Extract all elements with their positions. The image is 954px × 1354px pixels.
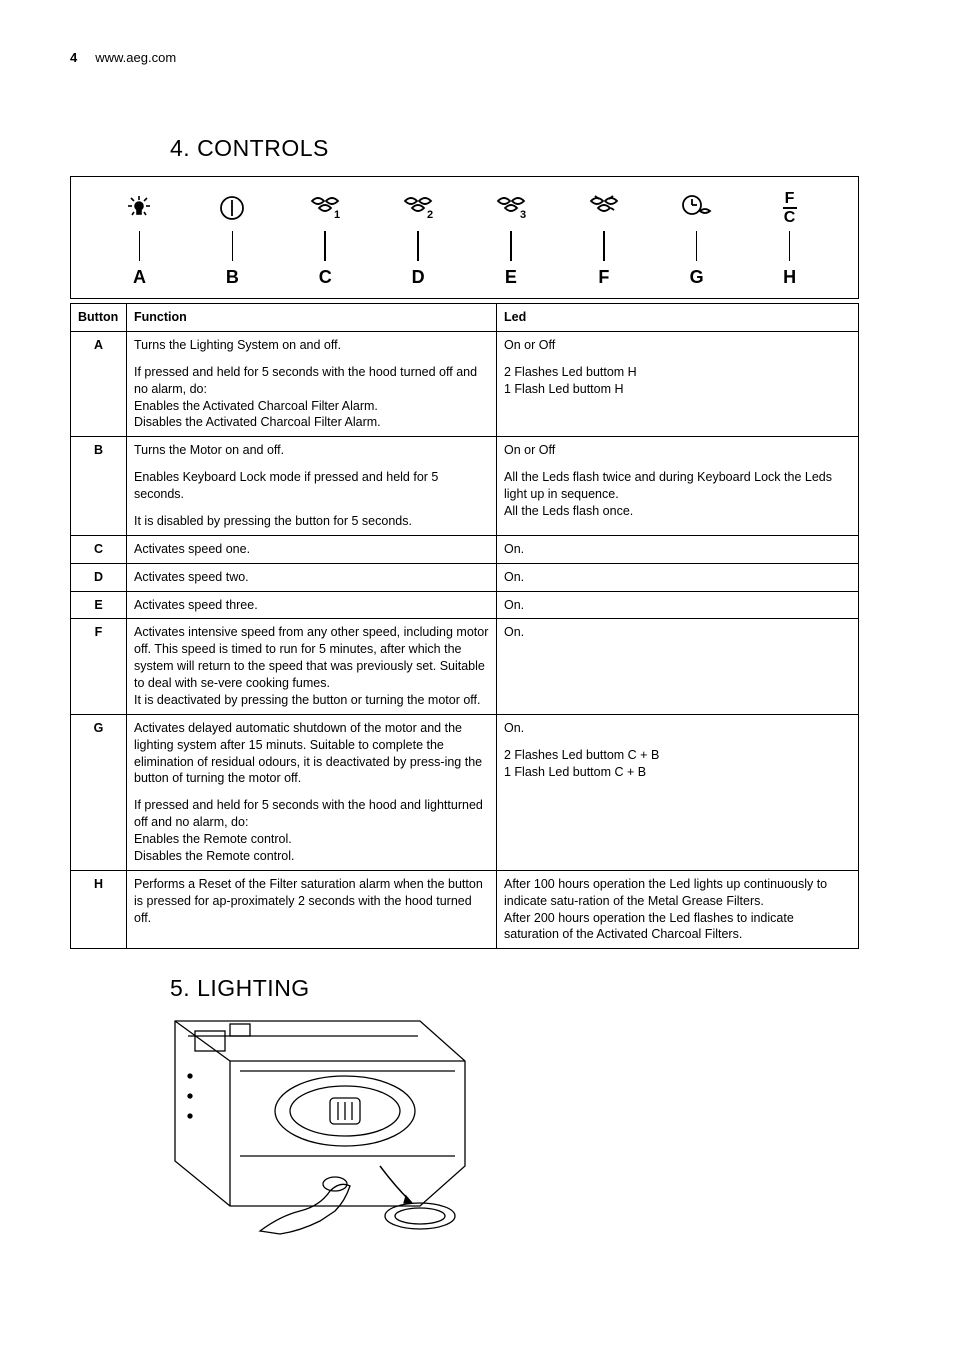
fc-top: F — [785, 190, 795, 207]
table-row: BTurns the Motor on and off.Enables Keyb… — [71, 437, 859, 536]
fan-intensive-icon — [557, 193, 650, 223]
cell-button: E — [71, 591, 127, 619]
icon-letter: D — [372, 267, 465, 288]
cell-button: C — [71, 535, 127, 563]
cell-button: G — [71, 714, 127, 870]
controls-icon-panel: A B — [70, 176, 859, 299]
icon-cell-h: F C H — [743, 193, 836, 288]
svg-text:2: 2 — [427, 209, 433, 221]
controls-table: Button Function Led ATurns the Lighting … — [70, 303, 859, 949]
cell-button: A — [71, 331, 127, 436]
table-row: GActivates delayed automatic shutdown of… — [71, 714, 859, 870]
svg-text:1: 1 — [334, 209, 340, 221]
icon-cell-c: 1 C — [279, 193, 372, 288]
icon-cell-g: G — [650, 193, 743, 288]
table-row: EActivates speed three.On. — [71, 591, 859, 619]
timer-icon — [650, 193, 743, 223]
th-function: Function — [127, 304, 497, 332]
cell-function: Activates delayed automatic shutdown of … — [127, 714, 497, 870]
lighting-heading: 5. LIGHTING — [170, 975, 859, 1002]
th-button: Button — [71, 304, 127, 332]
cell-led: On.2 Flashes Led buttom C + B1 Flash Led… — [497, 714, 859, 870]
fc-icon: F C — [743, 193, 836, 223]
cell-led: On. — [497, 535, 859, 563]
lighting-diagram — [170, 1016, 859, 1251]
cell-function: Activates intensive speed from any other… — [127, 619, 497, 714]
icon-letter: E — [465, 267, 558, 288]
icon-cell-d: 2 D — [372, 193, 465, 288]
icon-cell-a: A — [93, 193, 186, 288]
cell-function: Activates speed one. — [127, 535, 497, 563]
cell-function: Activates speed three. — [127, 591, 497, 619]
table-row: FActivates intensive speed from any othe… — [71, 619, 859, 714]
cell-function: Activates speed two. — [127, 563, 497, 591]
icon-letter: C — [279, 267, 372, 288]
light-icon — [93, 193, 186, 223]
page-header: 4 www.aeg.com — [70, 50, 859, 65]
icon-letter: A — [93, 267, 186, 288]
cell-led: After 100 hours operation the Led lights… — [497, 870, 859, 949]
cell-led: On. — [497, 563, 859, 591]
power-icon — [186, 193, 279, 223]
icon-letter: F — [557, 267, 650, 288]
page-number: 4 — [70, 50, 77, 65]
fan2-icon: 2 — [372, 193, 465, 223]
icon-letter: B — [186, 267, 279, 288]
table-row: DActivates speed two.On. — [71, 563, 859, 591]
icon-letter: H — [743, 267, 836, 288]
table-row: CActivates speed one.On. — [71, 535, 859, 563]
icon-cell-e: 3 E — [465, 193, 558, 288]
controls-heading: 4. CONTROLS — [170, 135, 859, 162]
fan3-icon: 3 — [465, 193, 558, 223]
icon-cell-b: B — [186, 193, 279, 288]
icon-letter: G — [650, 267, 743, 288]
th-led: Led — [497, 304, 859, 332]
cell-function: Turns the Lighting System on and off.If … — [127, 331, 497, 436]
cell-button: H — [71, 870, 127, 949]
fc-bottom: C — [784, 209, 796, 226]
cell-function: Performs a Reset of the Filter saturatio… — [127, 870, 497, 949]
cell-button: B — [71, 437, 127, 536]
svg-text:3: 3 — [520, 209, 526, 221]
cell-led: On. — [497, 591, 859, 619]
table-row: HPerforms a Reset of the Filter saturati… — [71, 870, 859, 949]
table-row: ATurns the Lighting System on and off.If… — [71, 331, 859, 436]
fan1-icon: 1 — [279, 193, 372, 223]
cell-led: On. — [497, 619, 859, 714]
icon-cell-f: F — [557, 193, 650, 288]
cell-led: On or OffAll the Leds flash twice and du… — [497, 437, 859, 536]
cell-button: D — [71, 563, 127, 591]
cell-led: On or Off2 Flashes Led buttom H1 Flash L… — [497, 331, 859, 436]
header-url: www.aeg.com — [95, 50, 176, 65]
cell-function: Turns the Motor on and off.Enables Keybo… — [127, 437, 497, 536]
cell-button: F — [71, 619, 127, 714]
